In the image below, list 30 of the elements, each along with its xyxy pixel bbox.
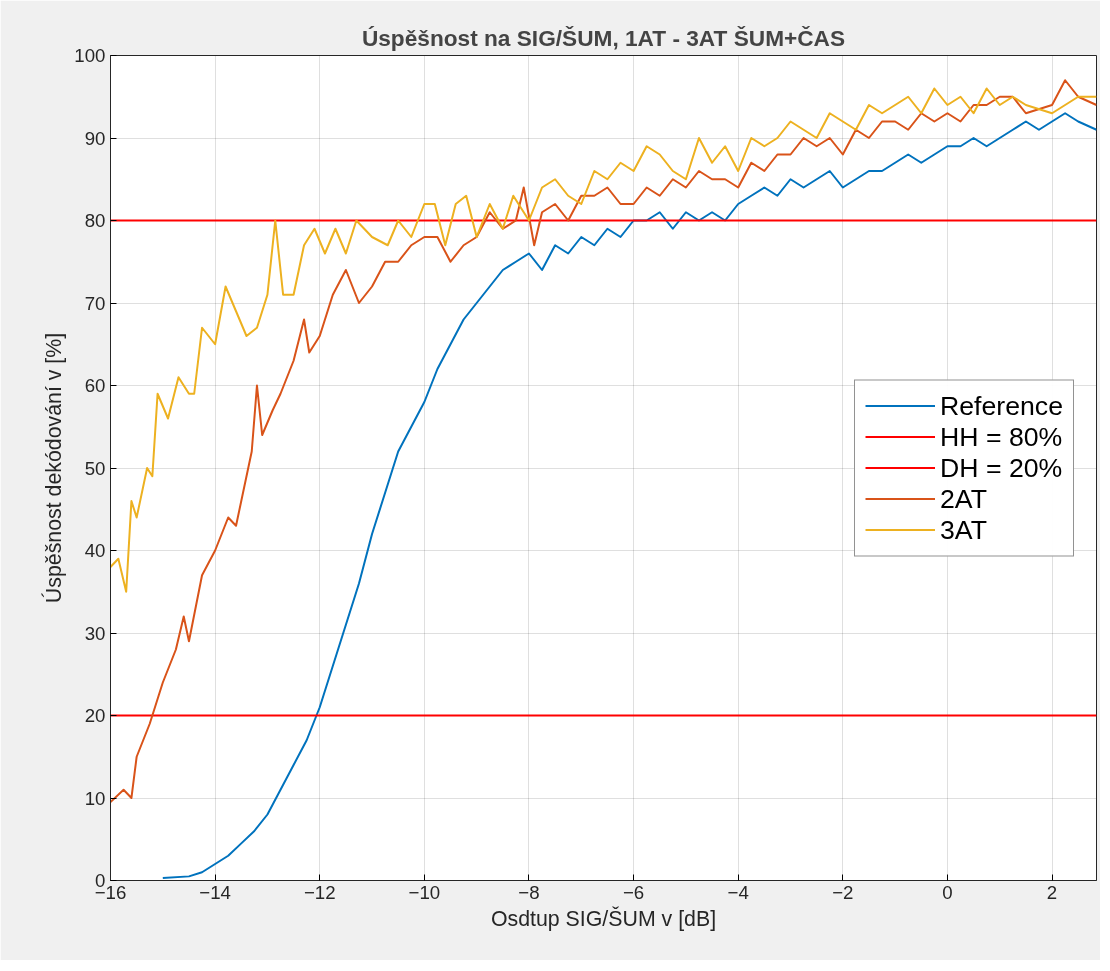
- y-tick-label: 10: [84, 787, 106, 809]
- y-tick-label: 80: [84, 210, 106, 231]
- y-tick-label: 100: [74, 45, 106, 66]
- y-tick-label: 50: [84, 457, 106, 479]
- x-tick-label: 0: [942, 881, 953, 903]
- x-tick-label: −10: [408, 881, 441, 903]
- legend-label: 2AT: [940, 483, 987, 514]
- line-series: [110, 87, 1097, 593]
- y-tick-label: 60: [84, 375, 106, 396]
- x-tick-label: −4: [727, 881, 749, 903]
- x-axis-title: Osdtup SIG/ŠUM v [dB]: [490, 905, 717, 931]
- chart-title: Úspěšnost na SIG/ŠUM, 1AT - 3AT ŠUM+ČAS: [361, 24, 846, 51]
- x-tick-label: −2: [832, 881, 854, 903]
- x-tick-label: −8: [518, 881, 540, 903]
- y-axis-title: Úspěšnost dekódování v [%]: [41, 332, 67, 604]
- line-series: [161, 112, 1097, 880]
- legend-label: HH = 80%: [940, 421, 1063, 452]
- legend-label: DH = 20%: [940, 452, 1063, 483]
- x-tick-label: −6: [622, 881, 645, 903]
- x-tick-label: −12: [303, 881, 336, 903]
- y-tick-label: 40: [84, 540, 106, 561]
- y-tick-label: 70: [84, 292, 106, 314]
- legend-label: 3AT: [940, 514, 987, 545]
- y-tick-label: 90: [84, 127, 106, 149]
- line-series: [110, 79, 1097, 804]
- y-tick-label: 30: [84, 622, 106, 644]
- y-tick-label: 20: [84, 705, 106, 726]
- x-tick-label: 2: [1046, 881, 1058, 903]
- legend-label: Reference: [940, 390, 1063, 421]
- x-tick-label: −14: [199, 881, 231, 903]
